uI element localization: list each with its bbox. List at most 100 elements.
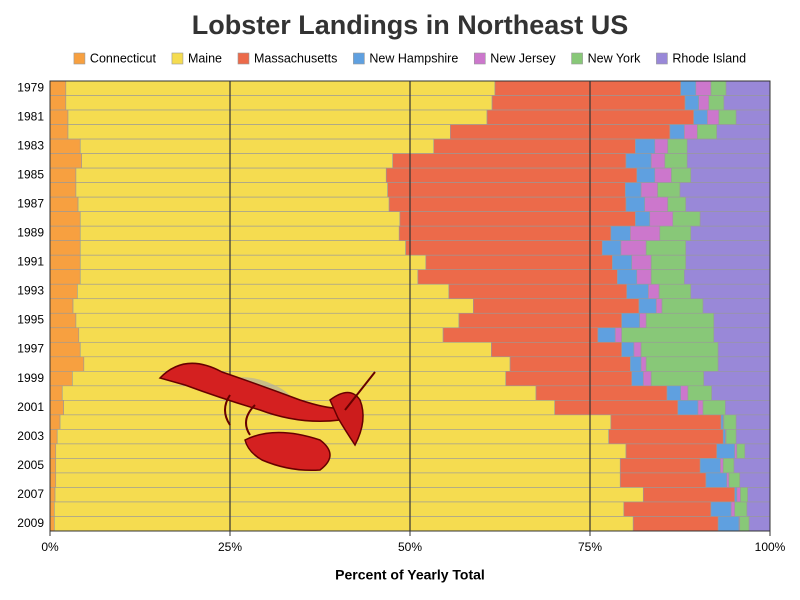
legend-swatch	[353, 52, 365, 65]
bar-segment	[491, 95, 686, 111]
bar-segment	[711, 385, 771, 401]
bar-segment	[633, 341, 642, 358]
y-tick-label: 1993	[17, 284, 44, 298]
bar-segment	[79, 211, 401, 227]
bar-segment	[645, 240, 687, 256]
bar-segment	[425, 254, 613, 271]
bar-segment	[728, 472, 741, 488]
bar-segment	[684, 124, 698, 140]
bar-segment	[49, 312, 77, 329]
y-tick-label: 2001	[17, 400, 44, 414]
bar-segment	[625, 196, 646, 212]
y-tick-label: 1991	[17, 255, 44, 269]
bar-segment	[686, 138, 771, 154]
bar-segment	[722, 458, 735, 474]
bar-segment	[620, 240, 647, 256]
y-tick-label: 1989	[17, 226, 44, 240]
bar-segment	[77, 196, 390, 212]
bar-segment	[685, 254, 771, 271]
bar-segment	[619, 472, 707, 488]
bar-segment	[630, 225, 661, 241]
bar-segment	[49, 80, 67, 96]
bar-segment	[650, 254, 687, 271]
bar-segment	[75, 182, 388, 198]
y-tick-label: 1979	[17, 80, 44, 94]
bar-segment	[399, 211, 636, 227]
bar-segment	[49, 472, 57, 488]
bar-segment	[81, 153, 394, 169]
bar-segment	[625, 443, 718, 459]
bar-segment	[658, 283, 692, 300]
bar-segment	[392, 153, 627, 169]
bar-segment	[705, 472, 728, 488]
bar-segment	[740, 487, 748, 503]
bar-segment	[672, 211, 701, 227]
bar-segment	[680, 80, 697, 96]
bar-segment	[696, 124, 718, 140]
bar-segment	[659, 225, 692, 241]
y-tick-label: 1997	[17, 342, 44, 356]
bar-segment	[677, 400, 699, 416]
bar-segment	[75, 167, 387, 183]
bar-segment	[746, 501, 771, 517]
bar-segment	[385, 167, 638, 183]
bar-segment	[716, 124, 771, 140]
bar-segment	[49, 211, 81, 227]
bar-segment	[687, 385, 712, 401]
bar-segment	[702, 400, 726, 416]
bar-segment	[49, 283, 78, 300]
bar-segment	[734, 487, 738, 503]
bar-segment	[710, 80, 727, 96]
bar-segment	[630, 356, 642, 372]
legend-label: New York	[588, 51, 642, 65]
y-tick-label: 2009	[17, 516, 44, 530]
bar-segment	[54, 487, 644, 503]
bar-segment	[707, 109, 720, 125]
bar-segment	[405, 240, 603, 256]
y-tick-label: 1995	[17, 313, 44, 327]
bar-segment	[554, 400, 679, 416]
plot-area: 1979 1981 1983 1985 1987 1989 1991 1993 1995 1997…	[17, 80, 785, 554]
bar-segment	[669, 124, 685, 140]
bar-segment	[610, 225, 631, 241]
bar-segment	[54, 501, 625, 517]
bar-segment	[55, 443, 627, 459]
plot-frame	[49, 80, 771, 532]
bar-segment	[684, 269, 771, 285]
y-tick-label: 1983	[17, 138, 44, 152]
bar-segment	[49, 167, 77, 183]
bar-segment	[720, 414, 724, 430]
bar-segment	[535, 385, 668, 401]
bar-segment	[617, 269, 638, 285]
bar-segment	[661, 298, 704, 314]
bar-segment	[657, 182, 681, 198]
bar-segment	[610, 414, 722, 430]
bar-segment	[645, 312, 715, 329]
y-tick-label: 2007	[17, 487, 44, 501]
bar-segment	[636, 269, 652, 285]
bar-segment	[631, 254, 652, 271]
bar-segment	[49, 443, 57, 459]
bar-segment	[398, 225, 612, 241]
x-tick-label: 0%	[41, 540, 59, 554]
bar-segment	[730, 501, 736, 517]
bar-segment	[664, 153, 688, 169]
bar-segment	[726, 472, 730, 488]
bar-segment	[49, 341, 81, 358]
bar-segment	[56, 429, 610, 445]
bar-segment	[723, 95, 771, 111]
bar-segment	[632, 516, 719, 532]
legend-label: Connecticut	[90, 51, 157, 65]
bar-segment	[79, 138, 435, 154]
bar-segment	[72, 371, 507, 387]
bar-segment	[640, 356, 647, 372]
bar-segment	[72, 298, 474, 314]
bar-segment	[725, 400, 771, 416]
legend: Connecticut Maine Massachusetts New Hampshi…	[73, 51, 746, 65]
bar-segment	[680, 385, 689, 401]
bar-segment	[49, 182, 77, 198]
bar-segment	[734, 501, 748, 517]
bar-segment	[49, 196, 79, 212]
bar-segment	[625, 153, 652, 169]
bar-segment	[49, 501, 55, 517]
